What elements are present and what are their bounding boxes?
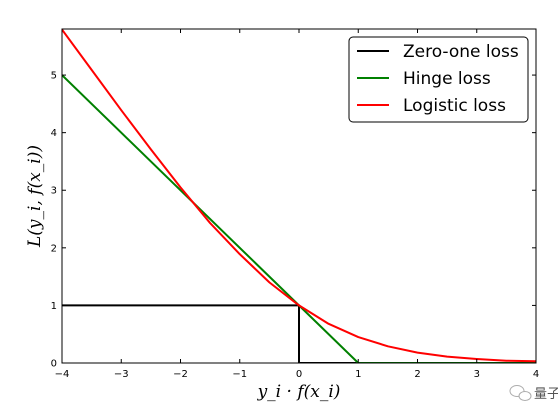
legend-label-1: Hinge loss <box>403 69 491 89</box>
legend-label-2: Logistic loss <box>403 96 506 116</box>
series-line-1 <box>62 74 536 363</box>
watermark-text: 量子 <box>534 387 558 402</box>
series-line-2 <box>62 29 536 363</box>
watermark: 量子 <box>509 385 558 402</box>
y-tick-label: 3 <box>51 186 57 197</box>
legend-box <box>348 36 529 123</box>
x-axis-label: y_i · f(x_i) <box>257 382 341 402</box>
y-tick-label: 0 <box>51 359 57 370</box>
x-tick-label: −4 <box>55 369 70 380</box>
y-tick-label: 5 <box>51 71 57 82</box>
series-line-0 <box>62 304 536 363</box>
ticks-layer: −4 −3 −2 −1 0 1 2 3 4 0 1 2 3 4 5 <box>51 29 539 380</box>
legend: Zero-one loss Hinge loss Logistic loss <box>348 36 529 123</box>
x-tick-label: 2 <box>414 369 420 380</box>
x-tick-label: 0 <box>296 369 302 380</box>
x-tick-label: −1 <box>232 369 247 380</box>
x-tick-label: 3 <box>474 369 480 380</box>
y-tick-label: 1 <box>51 301 57 312</box>
series-layer <box>62 29 536 363</box>
x-tick-label: 1 <box>355 369 361 380</box>
legend-label-0: Zero-one loss <box>403 42 519 62</box>
x-tick-label: −3 <box>114 369 129 380</box>
x-tick-label: 4 <box>533 369 539 380</box>
y-tick-label: 4 <box>51 128 57 139</box>
x-tick-label: −2 <box>173 369 188 380</box>
y-tick-label: 2 <box>51 243 57 254</box>
y-axis-label: L(y_i, f(x_i)) <box>25 145 45 248</box>
wechat-icon <box>509 385 532 401</box>
